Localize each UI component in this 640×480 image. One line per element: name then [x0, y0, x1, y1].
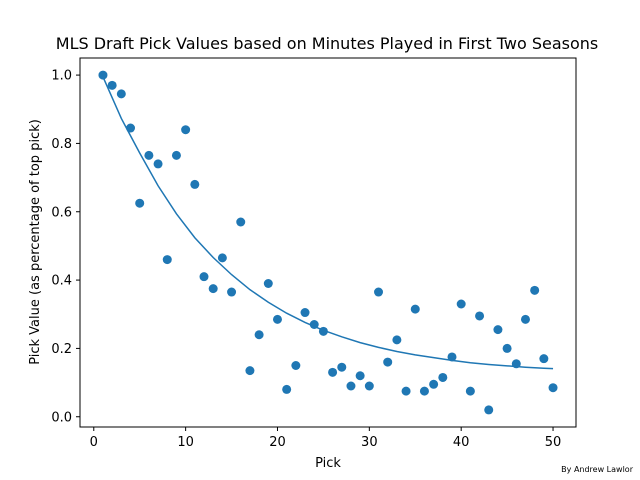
data-point [98, 70, 108, 80]
y-tick-label: 1.0 [51, 69, 72, 84]
data-point [511, 359, 521, 369]
y-tick-label: 0.8 [51, 137, 72, 152]
data-point [254, 330, 264, 340]
y-tick-label: 0.4 [51, 274, 72, 289]
x-axis-ticks: 0 10 20 30 40 50 [90, 427, 562, 450]
plot-frame [79, 57, 577, 428]
data-point [502, 343, 512, 353]
data-point [475, 311, 485, 321]
data-point [456, 299, 466, 309]
x-tick-label: 0 [90, 435, 98, 450]
data-point [530, 285, 540, 295]
data-point [272, 314, 282, 324]
data-point [337, 362, 347, 372]
data-point [217, 253, 227, 263]
data-point [227, 287, 237, 297]
data-point [410, 304, 420, 314]
x-tick-label: 20 [269, 435, 286, 450]
data-point [383, 357, 393, 367]
x-axis-label: Pick [315, 456, 341, 471]
data-point [520, 314, 530, 324]
data-point [107, 80, 117, 90]
data-point [199, 272, 209, 282]
data-point [181, 125, 191, 135]
y-axis-ticks: 0.0 0.2 0.4 0.6 0.8 1.0 [51, 69, 80, 425]
data-point [355, 371, 365, 381]
x-tick-label: 50 [545, 435, 562, 450]
data-point [309, 320, 319, 329]
data-point [401, 386, 411, 396]
data-point [144, 150, 154, 160]
data-point [282, 384, 292, 394]
data-point [465, 386, 475, 396]
y-axis-label: Pick Value (as percentage of top pick) [28, 119, 43, 365]
data-point [447, 352, 457, 362]
data-point [135, 198, 145, 208]
data-point [116, 89, 126, 99]
data-points [98, 70, 558, 415]
chart-title: MLS Draft Pick Values based on Minutes P… [56, 34, 598, 53]
data-point [438, 372, 448, 382]
data-point [328, 367, 338, 377]
data-point [291, 361, 301, 370]
x-tick-label: 30 [361, 435, 378, 450]
data-point [162, 255, 172, 265]
data-point [171, 150, 181, 160]
data-point [346, 381, 356, 391]
data-point [429, 379, 439, 389]
data-point [484, 405, 494, 415]
data-point [263, 279, 273, 288]
y-tick-label: 0.2 [51, 342, 72, 357]
data-point [374, 287, 384, 297]
y-tick-label: 0.6 [51, 205, 72, 220]
data-point [208, 284, 218, 294]
data-point [236, 217, 246, 227]
data-point [493, 325, 503, 335]
data-point [392, 335, 402, 345]
credit-text: By Andrew Lawlor [561, 465, 634, 474]
data-point [318, 326, 328, 336]
data-point [419, 386, 429, 396]
x-tick-label: 10 [177, 435, 194, 450]
data-point [364, 381, 374, 391]
data-point [153, 159, 163, 169]
trend-line [102, 76, 554, 370]
x-tick-label: 40 [453, 435, 470, 450]
data-point [548, 383, 558, 393]
data-point [245, 366, 255, 376]
data-point [190, 179, 200, 189]
data-point [539, 354, 549, 364]
y-tick-label: 0.0 [51, 410, 72, 425]
data-point [300, 308, 310, 318]
plot-area: 0 10 20 30 40 50 0.0 0.2 0.4 0.6 0.8 1.0 [51, 57, 577, 450]
data-point [126, 123, 136, 133]
